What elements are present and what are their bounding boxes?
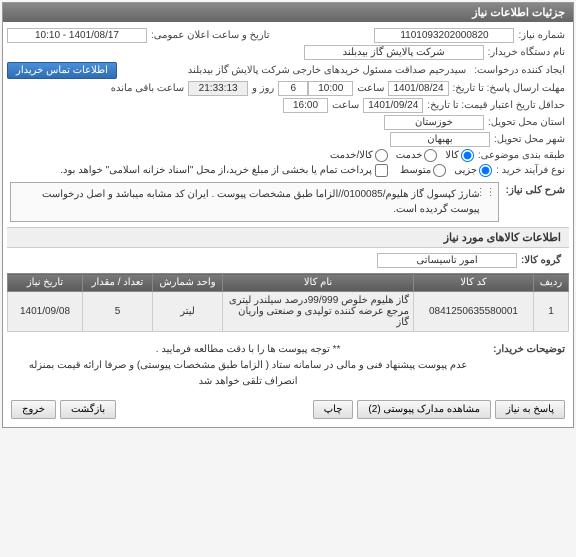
cat-goods-service-option[interactable]: کالا/خدمت bbox=[330, 149, 388, 162]
row-process: نوع فرآیند خرید : جزیی متوسط پرداخت تمام… bbox=[7, 164, 569, 177]
buyer-notes-line2: عدم پیوست پیشنهاد فنی و مالی در سامانه س… bbox=[15, 358, 481, 390]
cat-goods-label: کالا bbox=[445, 150, 459, 161]
footer-buttons: پاسخ به نیاز مشاهده مدارک پیوستی (2) چاپ… bbox=[7, 396, 569, 423]
validity-label: حداقل تاریخ اعتبار قیمت: تا تاریخ: bbox=[423, 100, 569, 111]
process-label: نوع فرآیند خرید : bbox=[492, 165, 569, 176]
validity-date: 1401/09/24 bbox=[363, 98, 423, 113]
attachments-button[interactable]: مشاهده مدارک پیوستی (2) bbox=[357, 400, 491, 419]
row-buyer-notes: توضیحات خریدار: ** توجه پیوست ها را با د… bbox=[7, 338, 569, 394]
col-date: تاریخ نیاز bbox=[8, 274, 83, 292]
row-validity: حداقل تاریخ اعتبار قیمت: تا تاریخ: 1401/… bbox=[7, 98, 569, 113]
panel-body: شماره نیاز: 1101093202000820 تاریخ و ساع… bbox=[3, 22, 573, 427]
cat-service-option[interactable]: خدمت bbox=[396, 149, 438, 162]
remain-label: ساعت باقی مانده bbox=[107, 83, 188, 94]
row-province: استان محل تحویل: خوزستان bbox=[7, 115, 569, 130]
process-medium-option[interactable]: متوسط bbox=[400, 164, 446, 177]
remain-time: 21:33:13 bbox=[188, 81, 248, 96]
days-value: 6 bbox=[278, 81, 308, 96]
buyer-notes-label: توضیحات خریدار: bbox=[489, 338, 569, 355]
announce-value: 1401/08/17 - 10:10 bbox=[7, 28, 147, 43]
table-cell: گاز هلیوم خلوص 99/999درصد سیلندر لیتری م… bbox=[223, 292, 414, 332]
table-cell: 1401/09/08 bbox=[8, 292, 83, 332]
cat-goods-service-label: کالا/خدمت bbox=[330, 150, 373, 161]
buyer-label: نام دستگاه خریدار: bbox=[484, 47, 569, 58]
goods-section-title: اطلاعات کالاهای مورد نیاز bbox=[7, 227, 569, 248]
days-label: روز و bbox=[248, 83, 278, 94]
description-box: ⋮⋮ شارژ کپسول گاز هلیوم/0100085//الزاما … bbox=[10, 182, 499, 222]
row-deadline: مهلت ارسال پاسخ: تا تاریخ: 1401/08/24 سا… bbox=[7, 81, 569, 96]
buyer-value: شرکت پالایش گاز بیدبلند bbox=[304, 45, 484, 60]
table-cell: 1 bbox=[534, 292, 569, 332]
drag-handle-icon[interactable]: ⋮⋮ bbox=[476, 185, 496, 200]
goods-table-header: ردیف کد کالا نام کالا واحد شمارش تعداد /… bbox=[8, 274, 569, 292]
deadline-date: 1401/08/24 bbox=[388, 81, 448, 96]
col-qty: تعداد / مقدار bbox=[83, 274, 153, 292]
process-medium-radio[interactable] bbox=[433, 164, 446, 177]
deadline-time: 10:00 bbox=[308, 81, 353, 96]
deadline-label: مهلت ارسال پاسخ: تا تاریخ: bbox=[449, 83, 569, 94]
table-cell: 0841250635580001 bbox=[414, 292, 534, 332]
cat-service-radio[interactable] bbox=[424, 149, 437, 162]
col-unit: واحد شمارش bbox=[153, 274, 223, 292]
cat-service-label: خدمت bbox=[396, 150, 423, 161]
row-creator: ایجاد کننده درخواست: سیدرحیم صداقت مسئول… bbox=[7, 62, 569, 79]
row-goods-group: گروه کالا: امور تاسیساتی bbox=[7, 250, 569, 271]
process-partial-label: جزیی bbox=[454, 165, 477, 176]
table-cell: 5 bbox=[83, 292, 153, 332]
description-text: شارژ کپسول گاز هلیوم/0100085//الزاما طبق… bbox=[42, 189, 480, 215]
payment-note-label: پرداخت تمام یا بخشی از مبلغ خرید،از محل … bbox=[60, 165, 372, 176]
announce-label: تاریخ و ساعت اعلان عمومی: bbox=[147, 30, 274, 41]
need-no-label: شماره نیاز: bbox=[514, 30, 569, 41]
row-need-no: شماره نیاز: 1101093202000820 تاریخ و ساع… bbox=[7, 28, 569, 43]
row-category: طبقه بندی موضوعی: کالا خدمت کالا/خدمت bbox=[7, 149, 569, 162]
province-value: خوزستان bbox=[384, 115, 484, 130]
goods-group-label: گروه کالا: bbox=[517, 255, 565, 266]
province-label: استان محل تحویل: bbox=[484, 117, 569, 128]
print-button[interactable]: چاپ bbox=[313, 400, 354, 419]
cat-goods-radio[interactable] bbox=[461, 149, 474, 162]
process-partial-option[interactable]: جزیی bbox=[454, 164, 492, 177]
buyer-notes-line1: ** توجه پیوست ها را با دقت مطالعه فرمایی… bbox=[15, 342, 481, 358]
deadline-time-label: ساعت bbox=[353, 83, 388, 94]
goods-group-value: امور تاسیساتی bbox=[377, 253, 517, 268]
validity-time: 16:00 bbox=[283, 98, 328, 113]
row-city: شهر محل تحویل: بهبهان bbox=[7, 132, 569, 147]
creator-value: سیدرحیم صداقت مسئول خریدهای خارجی شرکت پ… bbox=[117, 65, 470, 76]
contact-button[interactable]: اطلاعات تماس خریدار bbox=[7, 62, 117, 79]
process-radios: جزیی متوسط bbox=[400, 164, 492, 177]
row-buyer: نام دستگاه خریدار: شرکت پالایش گاز بیدبل… bbox=[7, 45, 569, 60]
goods-table: ردیف کد کالا نام کالا واحد شمارش تعداد /… bbox=[7, 273, 569, 332]
process-partial-radio[interactable] bbox=[479, 164, 492, 177]
table-row[interactable]: 10841250635580001گاز هلیوم خلوص 99/999در… bbox=[8, 292, 569, 332]
category-label: طبقه بندی موضوعی: bbox=[474, 150, 569, 161]
main-panel: جزئیات اطلاعات نیاز شماره نیاز: 11010932… bbox=[2, 2, 574, 428]
col-row-no: ردیف bbox=[534, 274, 569, 292]
description-label: شرح کلی نیاز: bbox=[502, 179, 569, 196]
category-radios: کالا خدمت کالا/خدمت bbox=[330, 149, 474, 162]
buyer-notes-text: ** توجه پیوست ها را با دقت مطالعه فرمایی… bbox=[7, 338, 489, 394]
cat-goods-option[interactable]: کالا bbox=[445, 149, 474, 162]
exit-button[interactable]: خروج bbox=[11, 400, 56, 419]
back-button[interactable]: بازگشت bbox=[60, 400, 116, 419]
creator-label: ایجاد کننده درخواست: bbox=[470, 65, 569, 76]
need-no-value: 1101093202000820 bbox=[374, 28, 514, 43]
payment-checkbox[interactable] bbox=[375, 164, 388, 177]
validity-time-label: ساعت bbox=[328, 100, 363, 111]
reply-button[interactable]: پاسخ به نیاز bbox=[495, 400, 565, 419]
process-medium-label: متوسط bbox=[400, 165, 431, 176]
city-label: شهر محل تحویل: bbox=[490, 134, 569, 145]
table-cell: لیتر bbox=[153, 292, 223, 332]
payment-note-option[interactable]: پرداخت تمام یا بخشی از مبلغ خرید،از محل … bbox=[60, 164, 388, 177]
city-value: بهبهان bbox=[390, 132, 490, 147]
row-description: شرح کلی نیاز: ⋮⋮ شارژ کپسول گاز هلیوم/01… bbox=[7, 179, 569, 225]
panel-title: جزئیات اطلاعات نیاز bbox=[3, 3, 573, 22]
col-code: کد کالا bbox=[414, 274, 534, 292]
cat-goods-service-radio[interactable] bbox=[375, 149, 388, 162]
col-name: نام کالا bbox=[223, 274, 414, 292]
